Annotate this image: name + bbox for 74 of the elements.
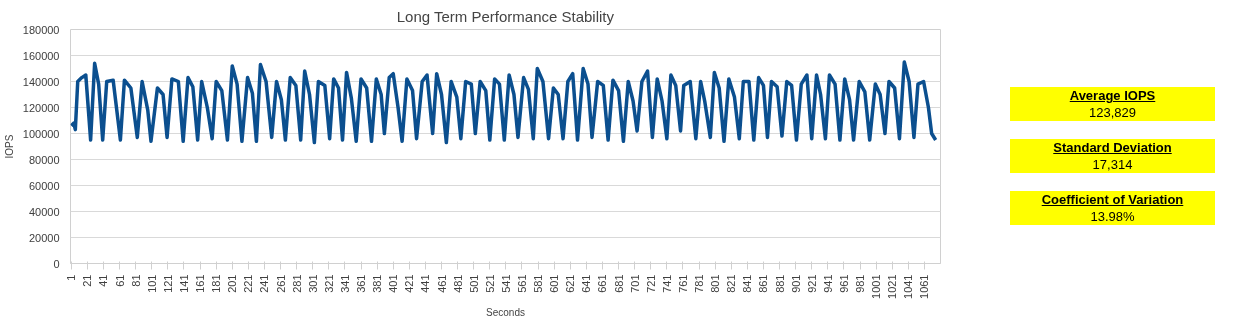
x-tick-label: 261 [274,274,287,293]
x-tick-label: 541 [499,274,512,293]
y-tick-label: 160000 [22,49,60,62]
y-tick-label: 20000 [28,231,60,244]
x-tick-label: 341 [338,274,351,293]
text: Coefficient of Variation [1041,192,1184,207]
x-tick-label: 1041 [902,274,915,299]
x-tick-label: 221 [242,274,255,293]
x-tick-label: 201 [226,274,239,293]
y-tick-label: 120000 [22,101,60,114]
text: Standard Deviation [1053,140,1172,155]
x-tick-label: 801 [709,274,722,293]
x-tick-label: 621 [564,274,577,293]
x-tick-label: 601 [548,274,561,293]
x-tick-label: 941 [821,274,834,293]
x-tick-label: 761 [676,274,689,293]
x-tick-label: 321 [322,274,335,293]
y-tick-label: 100000 [22,127,60,140]
x-tick-label: 401 [387,274,400,293]
x-tick-label: 841 [741,274,754,293]
y-tick-label: 40000 [28,205,60,218]
x-tick-label: 161 [194,274,207,293]
x-tick-label: 1 [65,274,78,281]
x-tick-label: 1061 [918,274,931,299]
text: Average IOPS [1069,88,1156,103]
x-tick-label: 821 [725,274,738,293]
x-tick-label: 721 [644,274,657,293]
x-tick-label: 421 [403,274,416,293]
x-tick-label: 981 [854,274,867,293]
y-axis-title: IOPS [3,134,15,159]
x-tick-label: 301 [306,274,319,293]
x-tick-label: 381 [371,274,384,293]
x-tick-label: 81 [129,274,142,287]
x-tick-label: 921 [805,274,818,293]
x-tick-label: 861 [757,274,770,293]
x-tick-label: 1021 [886,274,899,299]
x-tick-label: 61 [113,274,126,287]
x-tick-label: 661 [596,274,609,293]
x-tick-label: 101 [145,274,158,293]
x-tick-label: 681 [612,274,625,293]
x-tick-label: 781 [693,274,706,293]
y-tick-label: 80000 [28,153,60,166]
x-tick-label: 641 [580,274,593,293]
x-tick-label: 461 [435,274,448,293]
line-series [70,60,938,145]
x-tick-label: 181 [210,274,223,293]
x-tick-label: 281 [290,274,303,293]
x-tick-label: 1001 [870,274,883,299]
x-tick-label: 961 [837,274,850,293]
y-tick-label: 0 [53,257,60,270]
x-tick-label: 521 [483,274,496,293]
x-tick-label: 741 [660,274,673,293]
text: 123,829 [1089,105,1136,120]
x-tick-label: 141 [177,274,190,293]
x-tick-label: 121 [161,274,174,293]
x-tick-label: 441 [419,274,432,293]
x-tick-label: 481 [451,274,464,293]
chart-title: Long Term Performance Stability [396,7,615,25]
y-tick-label: 140000 [22,75,60,88]
x-tick-label: 41 [97,274,110,287]
x-tick-label: 581 [532,274,545,293]
x-tick-label: 701 [628,274,641,293]
x-tick-label: 241 [258,274,271,293]
x-tick-label: 501 [467,274,480,293]
x-tick-label: 881 [773,274,786,293]
x-axis-title: Seconds [486,306,525,318]
x-tick-label: 901 [789,274,802,293]
y-tick-label: 60000 [28,179,60,192]
x-tick-label: 561 [516,274,528,293]
x-tick-label: 21 [81,274,94,287]
text: 17,314 [1092,157,1133,172]
y-tick-label: 180000 [22,23,60,36]
text: 13.98% [1090,209,1135,224]
x-tick-label: 361 [355,274,368,293]
